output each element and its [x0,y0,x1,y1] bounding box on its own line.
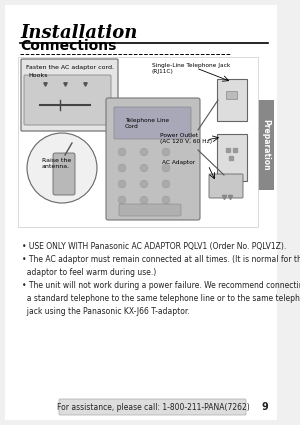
Text: Hooks: Hooks [28,73,47,78]
Circle shape [162,196,170,204]
Text: Preparation: Preparation [262,119,271,171]
Text: Single-Line Telephone Jack
(RJ11C): Single-Line Telephone Jack (RJ11C) [152,63,230,74]
Text: Fasten the AC adaptor cord.: Fasten the AC adaptor cord. [26,65,114,70]
FancyBboxPatch shape [226,91,238,99]
FancyBboxPatch shape [217,79,247,121]
Circle shape [27,133,97,203]
Circle shape [140,180,148,188]
FancyBboxPatch shape [209,174,243,198]
Circle shape [118,196,126,204]
Text: 9: 9 [262,402,269,412]
FancyBboxPatch shape [114,107,191,139]
Text: Installation: Installation [20,24,137,42]
Text: jack using the Panasonic KX-J66 T-adaptor.: jack using the Panasonic KX-J66 T-adapto… [22,307,190,316]
Circle shape [118,148,126,156]
FancyBboxPatch shape [5,5,277,420]
Text: • The unit will not work during a power failure. We recommend connecting: • The unit will not work during a power … [22,281,300,290]
Text: a standard telephone to the same telephone line or to the same telephone: a standard telephone to the same telepho… [22,294,300,303]
Text: Telephone Line
Cord: Telephone Line Cord [125,118,169,129]
Circle shape [118,180,126,188]
Text: • The AC adaptor must remain connected at all times. (It is normal for the: • The AC adaptor must remain connected a… [22,255,300,264]
FancyBboxPatch shape [119,204,181,216]
FancyBboxPatch shape [59,399,246,415]
FancyBboxPatch shape [21,59,118,131]
Circle shape [162,148,170,156]
Text: Raise the
antenna.: Raise the antenna. [42,158,71,169]
FancyBboxPatch shape [217,134,247,181]
Text: Connections: Connections [20,39,116,53]
Text: adaptor to feel warm during use.): adaptor to feel warm during use.) [22,268,156,277]
FancyBboxPatch shape [24,75,111,125]
FancyBboxPatch shape [18,57,258,227]
Circle shape [140,164,148,172]
Text: Power Outlet
(AC 120 V, 60 Hz): Power Outlet (AC 120 V, 60 Hz) [160,133,212,144]
Text: AC Adaptor: AC Adaptor [162,160,195,165]
Text: • USE ONLY WITH Panasonic AC ADAPTOR PQLV1 (Order No. PQLV1Z).: • USE ONLY WITH Panasonic AC ADAPTOR PQL… [22,242,286,251]
Circle shape [162,164,170,172]
Circle shape [140,196,148,204]
FancyBboxPatch shape [53,153,75,195]
FancyBboxPatch shape [106,98,200,220]
Circle shape [162,180,170,188]
FancyBboxPatch shape [258,100,274,190]
Circle shape [140,148,148,156]
Circle shape [118,164,126,172]
Text: For assistance, please call: 1-800-211-PANA(7262): For assistance, please call: 1-800-211-P… [57,402,249,411]
